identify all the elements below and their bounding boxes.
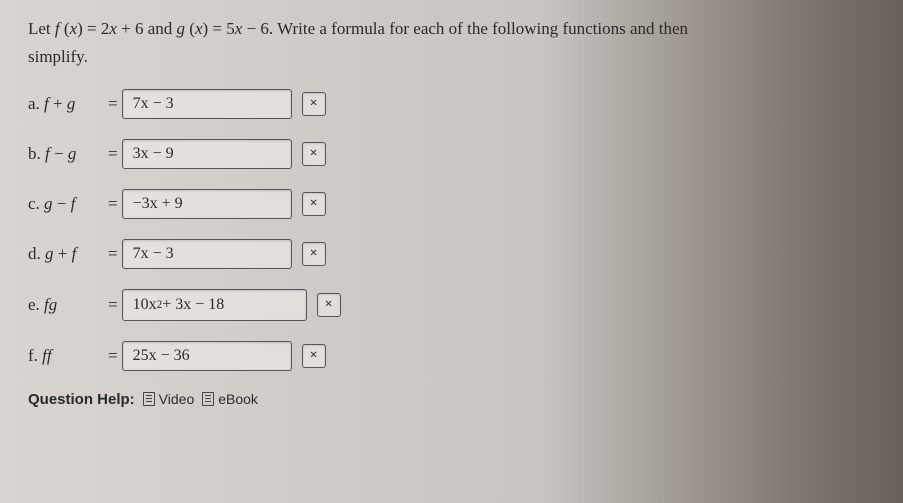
ebook-link-label: eBook bbox=[218, 391, 258, 407]
answer-input[interactable]: −3x + 9 bbox=[122, 189, 292, 219]
answer-input[interactable]: 7x − 3 bbox=[122, 89, 292, 119]
answer-row: b. f − g=3x − 9 × bbox=[28, 139, 875, 169]
status-incorrect-icon: × bbox=[302, 142, 326, 166]
answer-row: d. g + f=7x − 3 × bbox=[28, 239, 875, 269]
item-label: b. f − g bbox=[28, 144, 106, 164]
answer-input[interactable]: 25x − 36 bbox=[122, 341, 292, 371]
answer-row: e. fg=10x2 + 3x − 18 × bbox=[28, 289, 875, 321]
document-icon bbox=[202, 392, 214, 406]
video-link[interactable]: Video bbox=[143, 391, 195, 407]
item-label: c. g − f bbox=[28, 194, 106, 214]
ebook-link[interactable]: eBook bbox=[202, 391, 258, 407]
status-incorrect-icon: × bbox=[302, 192, 326, 216]
document-icon bbox=[143, 392, 155, 406]
status-incorrect-icon: × bbox=[302, 92, 326, 116]
question-help-row: Question Help: Video eBook bbox=[28, 391, 875, 408]
answer-input[interactable]: 10x2 + 3x − 18 bbox=[122, 289, 307, 321]
video-link-label: Video bbox=[159, 391, 195, 407]
item-label: f. ff bbox=[28, 346, 106, 366]
item-label: a. f + g bbox=[28, 94, 106, 114]
equals-sign: = bbox=[108, 194, 118, 214]
equals-sign: = bbox=[108, 346, 118, 366]
answer-row: f. ff=25x − 36 × bbox=[28, 341, 875, 371]
question-line-1: Let f (x) = 2x + 6 and g (x) = 5x − 6. W… bbox=[28, 18, 875, 41]
answer-input[interactable]: 7x − 3 bbox=[122, 239, 292, 269]
answer-input[interactable]: 3x − 9 bbox=[122, 139, 292, 169]
equals-sign: = bbox=[108, 94, 118, 114]
status-incorrect-icon: × bbox=[302, 242, 326, 266]
status-incorrect-icon: × bbox=[317, 293, 341, 317]
answer-row: c. g − f=−3x + 9 × bbox=[28, 189, 875, 219]
answer-list: a. f + g=7x − 3×b. f − g=3x − 9×c. g − f… bbox=[28, 89, 875, 371]
item-label: e. fg bbox=[28, 295, 106, 315]
question-help-label: Question Help: bbox=[28, 391, 135, 408]
equals-sign: = bbox=[108, 295, 118, 315]
question-line-2: simplify. bbox=[28, 47, 875, 67]
status-incorrect-icon: × bbox=[302, 344, 326, 368]
item-label: d. g + f bbox=[28, 244, 106, 264]
answer-row: a. f + g=7x − 3 × bbox=[28, 89, 875, 119]
equals-sign: = bbox=[108, 244, 118, 264]
equals-sign: = bbox=[108, 144, 118, 164]
